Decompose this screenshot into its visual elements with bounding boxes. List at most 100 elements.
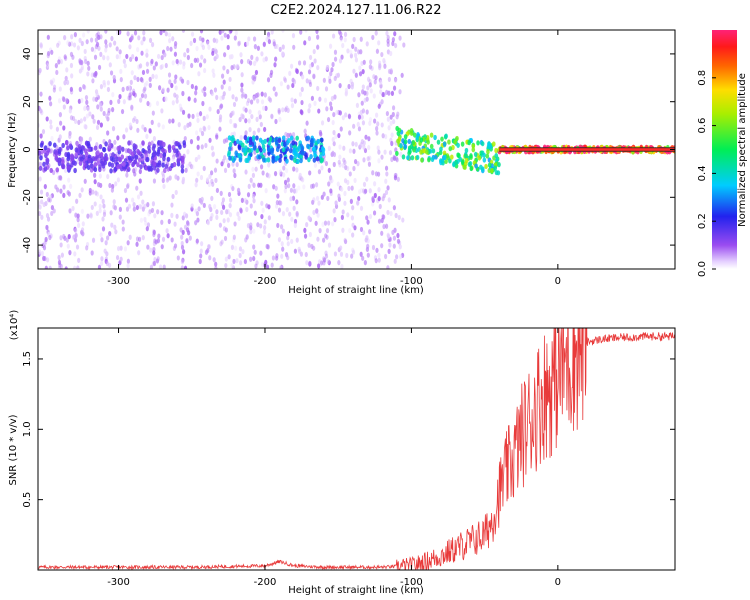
spectrogram-cell [195, 211, 200, 217]
spectrogram-cell [440, 158, 445, 164]
spectrogram-cell [371, 34, 375, 41]
spectrogram-cell [312, 157, 317, 163]
spectrogram-cell [487, 162, 492, 168]
spectrogram-cell [247, 183, 251, 189]
spectrogram-cell [232, 168, 236, 174]
spectrogram-cell [349, 198, 353, 204]
spectrogram-cell [152, 241, 156, 247]
spectrogram-cell [341, 162, 345, 169]
spectrogram-cell [343, 178, 348, 184]
spectrogram-cell [75, 244, 80, 250]
spectrogram-cell [374, 258, 378, 264]
spectrogram-cell [258, 147, 263, 153]
spectrogram-cell [185, 227, 190, 233]
spectrogram-cell [148, 82, 152, 88]
spectrogram-cell [90, 204, 94, 211]
spectrogram-cell [390, 156, 394, 163]
spectrogram-cell [161, 177, 165, 184]
spectrogram-cell [211, 151, 216, 157]
spectrogram-cell [120, 108, 125, 115]
bottom-height-axis: -300 -200 -100 0 [107, 328, 561, 588]
spectrogram-cell [67, 191, 71, 197]
spectrogram-cell [143, 126, 147, 133]
spectrogram-cell [251, 135, 256, 141]
y-tick-label: -20 [22, 189, 33, 205]
spectrogram-cell [245, 100, 250, 106]
spectrogram-cell [199, 248, 203, 254]
y-tick-label: 1.0 [22, 421, 33, 437]
spectrogram-cell [391, 40, 395, 47]
spectrogram-cell [308, 170, 312, 176]
spectrogram-cell [79, 136, 84, 142]
spectrogram-cell [365, 96, 369, 102]
spectrogram-cell [137, 250, 141, 256]
spectrogram-cell [225, 157, 229, 164]
spectrogram-cell [295, 211, 299, 217]
spectrogram-cell [244, 237, 248, 243]
spectrogram-cell [371, 244, 376, 251]
spectrogram-cell [376, 145, 380, 151]
spectrogram-cell [313, 58, 317, 64]
spectrogram-cell [367, 161, 372, 167]
spectrogram-cell [393, 258, 397, 264]
spectrogram-cell [234, 245, 238, 251]
spectrogram-cell [313, 162, 318, 168]
spectrogram-cell [233, 172, 237, 179]
spectrogram-cell [102, 79, 106, 86]
spectrogram-cell [141, 206, 145, 212]
spectrogram-cell [238, 246, 243, 252]
spectrogram-cell [160, 54, 164, 61]
spectrogram-cell [362, 59, 366, 65]
spectrogram-cell [283, 179, 288, 185]
spectrogram-cell [396, 238, 401, 244]
spectrogram-cell [264, 56, 268, 62]
spectrogram-cell [259, 164, 264, 170]
spectrogram-cell [278, 169, 282, 175]
spectrogram-cell [269, 72, 273, 79]
spectrogram-cell [342, 145, 346, 151]
spectrogram-cell [293, 248, 297, 254]
spectrogram-cell [84, 155, 89, 161]
spectrogram-cell [272, 41, 276, 47]
spectrogram-cell [111, 157, 115, 163]
spectrogram-cell [460, 141, 465, 147]
spectrogram-cell [291, 33, 296, 39]
spectrogram-cell [368, 188, 372, 194]
spectrogram-cell [151, 145, 156, 151]
spectrogram-cell [144, 220, 148, 226]
spectrogram-cell [265, 36, 269, 42]
spectrogram-cell [66, 165, 71, 171]
spectrogram-cell [287, 137, 291, 144]
spectrogram-cell [123, 246, 128, 252]
spectrogram-cell [222, 218, 226, 224]
spectrogram-cell [337, 260, 341, 266]
spectrogram-cell [257, 127, 261, 133]
spectrogram-cell [55, 126, 60, 132]
spectrogram-cell [220, 84, 224, 90]
spectrogram-cell [43, 255, 47, 262]
spectrogram-cell [281, 211, 286, 217]
spectrogram-cell [315, 195, 320, 201]
spectrogram-cell [235, 161, 239, 168]
spectrogram-cell [143, 93, 148, 99]
spectrogram-cell [50, 49, 54, 55]
spectrogram-cell [344, 164, 348, 171]
spectrogram-cell [112, 199, 116, 205]
colorbar: 0.00.20.40.60.8 Normalized spectral ampl… [697, 30, 748, 277]
spectrogram-cell [38, 70, 41, 76]
spectrogram-cell [373, 79, 377, 85]
spectrogram-cell [363, 260, 367, 266]
spectrogram-cell [364, 188, 368, 194]
spectrogram-cell [133, 92, 137, 98]
spectrogram-cell [355, 102, 360, 108]
spectrogram-cell [156, 167, 160, 173]
spectrogram-cell [391, 37, 395, 43]
spectrogram-cell [220, 35, 224, 41]
spectrogram-cell [219, 190, 223, 196]
spectrogram-cell [381, 133, 385, 139]
spectrogram-cell [63, 35, 67, 41]
spectrogram-cell [436, 139, 441, 145]
spectrogram-cell [332, 151, 337, 158]
spectrogram-cell [278, 116, 282, 123]
spectrogram-cell [240, 142, 245, 148]
